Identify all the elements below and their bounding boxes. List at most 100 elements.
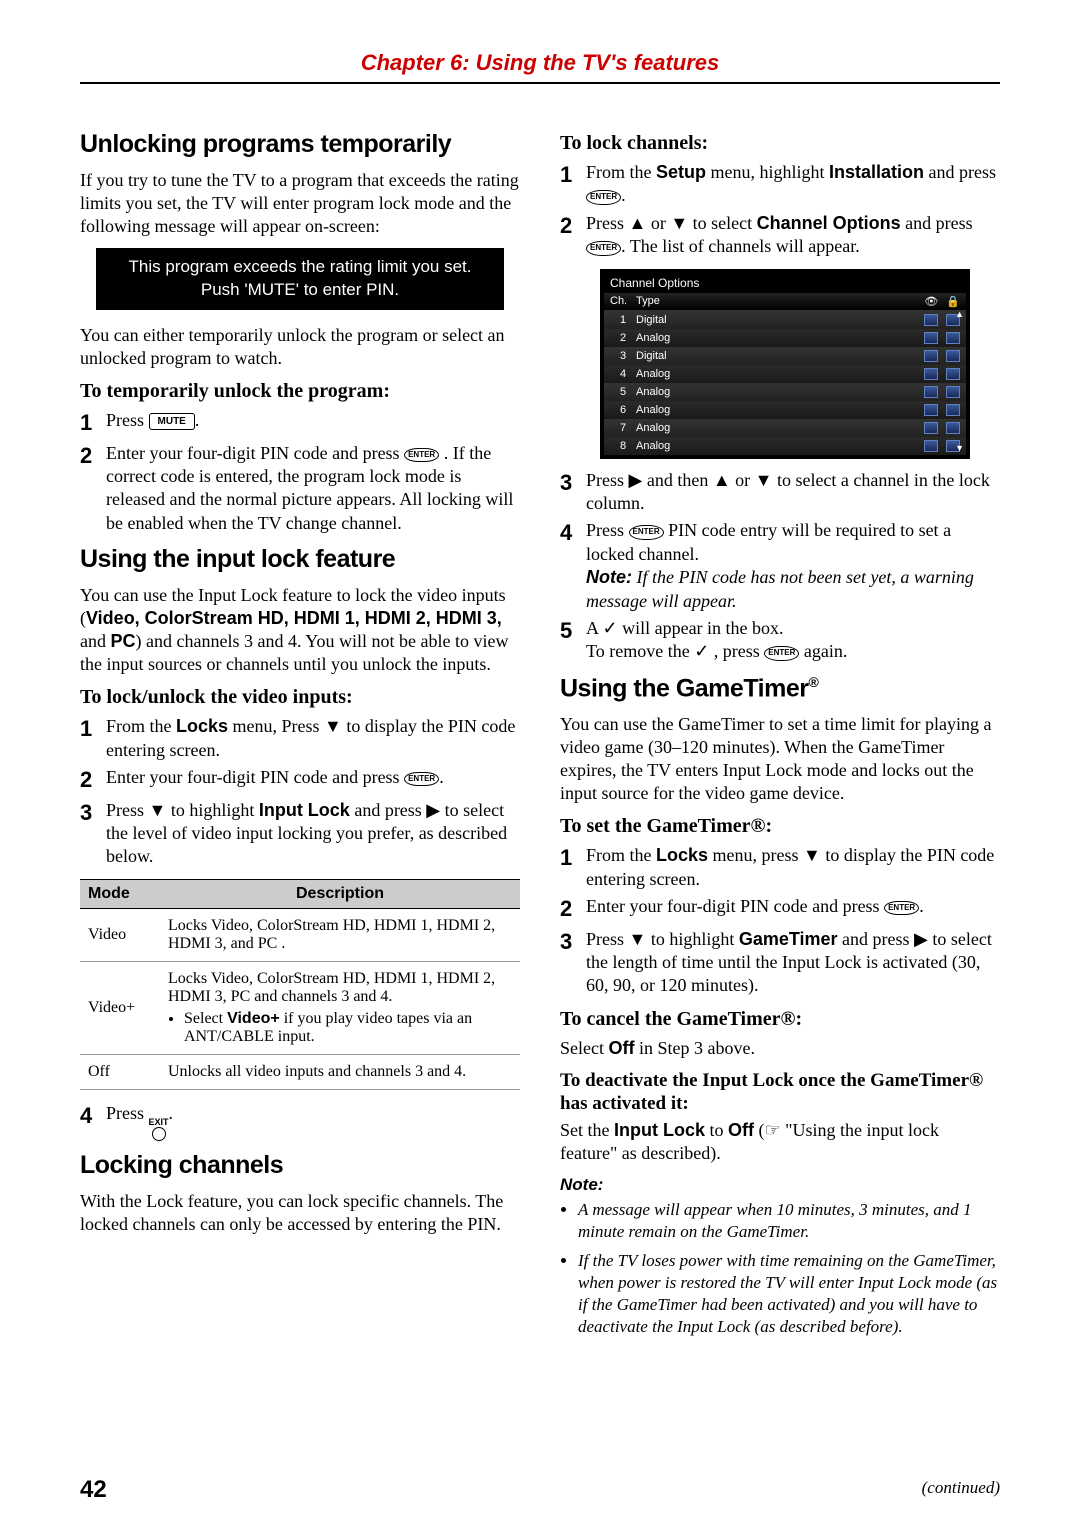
lock-icon: 🔒 <box>946 295 960 308</box>
steps-temp-unlock: 1Press MUTE. 2Enter your four-digit PIN … <box>80 409 520 535</box>
channel-options-screenshot: Channel Options Ch. Type 👁 🔒 1Digital2Ana… <box>600 269 970 459</box>
t: Select <box>560 1038 608 1058</box>
t: Enter your four-digit PIN code and press <box>106 767 404 787</box>
step-1: 1From the Setup menu, highlight Installa… <box>560 161 1000 208</box>
eye-icon: 👁 <box>924 295 938 308</box>
t: Video+ <box>227 1010 280 1027</box>
para-unlock2: You can either temporarily unlock the pr… <box>80 324 520 370</box>
t: Note: <box>586 567 632 587</box>
t: Locks <box>656 845 708 865</box>
note-list: A message will appear when 10 minutes, 3… <box>578 1199 1000 1338</box>
step-1: 1Press MUTE. <box>80 409 520 438</box>
t: . <box>439 767 444 787</box>
heading-gametimer: Using the GameTimer® <box>560 674 1000 703</box>
chopts-header: Ch. Type 👁 🔒 <box>604 293 966 311</box>
t: Ch. <box>610 295 636 307</box>
scroll-up-icon: ▲ <box>955 309 964 319</box>
subhead-deact: To deactivate the Input Lock once the Ga… <box>560 1070 1000 1116</box>
subhead-setgt: To set the GameTimer®: <box>560 815 1000 838</box>
step-3: 3Press ▼ to highlight GameTimer and pres… <box>560 928 1000 998</box>
table-row: Video Locks Video, ColorStream HD, HDMI … <box>80 908 520 961</box>
t: . <box>195 410 200 430</box>
para-inputlock: You can use the Input Lock feature to lo… <box>80 584 520 676</box>
enter-button-icon: ENTER <box>404 772 439 786</box>
cell: Unlocks all video inputs and channels 3 … <box>160 1054 520 1089</box>
note-heading: Note: <box>560 1175 1000 1195</box>
t: menu, highlight <box>706 162 829 182</box>
para-unlock: If you try to tune the TV to a program t… <box>80 169 520 238</box>
step-2: 2Enter your four-digit PIN code and pres… <box>80 442 520 536</box>
page-number: 42 <box>80 1476 107 1504</box>
t: From the <box>106 716 176 736</box>
chopts-title: Channel Options <box>604 273 966 293</box>
t: Installation <box>829 162 924 182</box>
cell: Locks Video, ColorStream HD, HDMI 1, HDM… <box>160 961 520 1054</box>
chopts-row: 2Analog <box>604 329 966 347</box>
enter-button-icon: ENTER <box>586 190 621 204</box>
cell: Video+ <box>80 961 160 1054</box>
step-4: 4Press ENTER PIN code entry will be requ… <box>560 519 1000 613</box>
table-row: Video+ Locks Video, ColorStream HD, HDMI… <box>80 961 520 1054</box>
heading-lockch: Locking channels <box>80 1151 520 1180</box>
t: Video, ColorStream HD, HDMI 1, HDMI 2, H… <box>86 608 502 628</box>
chopts-row: 8Analog <box>604 437 966 455</box>
t: . <box>919 896 924 916</box>
chopts-row: 6Analog <box>604 401 966 419</box>
enter-button-icon: ENTER <box>764 646 799 660</box>
t: Setup <box>656 162 706 182</box>
step-3: 3Press ▼ to highlight Input Lock and pre… <box>80 799 520 869</box>
rating-msg-line1: This program exceeds the rating limit yo… <box>129 257 472 276</box>
para-deact: Set the Input Lock to Off (☞ "Using the … <box>560 1119 1000 1165</box>
t: Locks Video, ColorStream HD, HDMI 1, HDM… <box>168 970 495 1005</box>
cell: Video <box>80 908 160 961</box>
enter-button-icon: ENTER <box>586 241 621 255</box>
chopts-row: 1Digital <box>604 311 966 329</box>
t: EXIT <box>149 1118 169 1127</box>
scroll-down-icon: ▼ <box>955 443 964 453</box>
t: Type <box>636 295 924 307</box>
note-item: If the TV loses power with time remainin… <box>578 1250 1000 1338</box>
para-gt: You can use the GameTimer to set a time … <box>560 713 1000 805</box>
t: ) and channels 3 and 4. You will not be … <box>80 631 508 674</box>
t: and press <box>901 213 973 233</box>
t: Press ▲ or ▼ to select <box>586 213 757 233</box>
step-1: 1From the Locks menu, Press ▼ to display… <box>80 715 520 762</box>
t: Press <box>106 410 149 430</box>
t: . <box>621 185 626 205</box>
step-4: 4Press EXIT. <box>80 1102 520 1141</box>
enter-button-icon: ENTER <box>629 525 664 539</box>
t: PC <box>111 631 136 651</box>
t: GameTimer <box>739 929 838 949</box>
t: From the <box>586 162 656 182</box>
left-column: Unlocking programs temporarily If you tr… <box>80 124 520 1344</box>
t: Input Lock <box>614 1120 705 1140</box>
t: Off <box>608 1038 634 1058</box>
steps-lockch: 1From the Setup menu, highlight Installa… <box>560 161 1000 259</box>
subhead-temp-unlock: To temporarily unlock the program: <box>80 380 520 403</box>
t: Press <box>106 1103 149 1123</box>
t: To remove the ✓ , press <box>586 641 764 661</box>
step-3: 3Press ▶ and then ▲ or ▼ to select a cha… <box>560 469 1000 516</box>
subhead-lockunlock: To lock/unlock the video inputs: <box>80 686 520 709</box>
t: Input Lock <box>259 800 350 820</box>
step-1: 1From the Locks menu, press ▼ to display… <box>560 844 1000 891</box>
steps-lockunlock: 1From the Locks menu, Press ▼ to display… <box>80 715 520 869</box>
t: Press ▼ to highlight <box>586 929 739 949</box>
t: A ✓ will appear in the box. <box>586 618 784 638</box>
mute-button-icon: MUTE <box>149 413 195 430</box>
t: to <box>705 1120 728 1140</box>
t: Enter your four-digit PIN code and press <box>586 896 884 916</box>
t: . <box>169 1103 174 1123</box>
t: Select <box>184 1010 227 1027</box>
t: again. <box>799 641 847 661</box>
t: If the PIN code has not been set yet, a … <box>586 567 974 610</box>
chopts-row: 7Analog <box>604 419 966 437</box>
subhead-tolock: To lock channels: <box>560 132 1000 155</box>
note-item: A message will appear when 10 minutes, 3… <box>578 1199 1000 1243</box>
enter-button-icon: ENTER <box>404 448 439 462</box>
step-2: 2Enter your four-digit PIN code and pres… <box>560 895 1000 924</box>
col-desc: Description <box>160 879 520 908</box>
heading-unlock: Unlocking programs temporarily <box>80 130 520 159</box>
rating-msg-line2: Push 'MUTE' to enter PIN. <box>201 280 399 299</box>
content-columns: Unlocking programs temporarily If you tr… <box>80 124 1000 1344</box>
